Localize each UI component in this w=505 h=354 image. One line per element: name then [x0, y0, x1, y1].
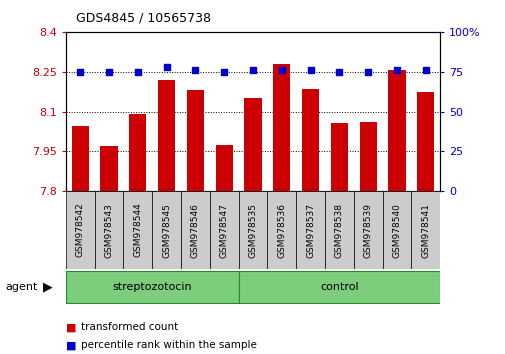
Point [105, 69, 113, 75]
Bar [66, 191, 94, 269]
Point [220, 69, 228, 75]
Point [421, 67, 429, 73]
Bar [123, 191, 152, 269]
Bar [244, 98, 261, 191]
Text: GSM978538: GSM978538 [334, 202, 343, 258]
Bar [238, 191, 267, 269]
Point [248, 67, 257, 73]
Text: GSM978540: GSM978540 [392, 202, 401, 258]
Bar [273, 64, 290, 191]
Point [162, 64, 170, 70]
Bar [215, 145, 232, 191]
Text: percentile rank within the sample: percentile rank within the sample [81, 340, 257, 350]
Bar [71, 126, 89, 191]
Text: GSM978535: GSM978535 [248, 202, 257, 258]
Text: ■: ■ [66, 340, 76, 350]
Text: GSM978536: GSM978536 [277, 202, 286, 258]
Text: GSM978542: GSM978542 [76, 203, 84, 257]
Bar [359, 122, 376, 191]
Text: ■: ■ [66, 322, 76, 332]
Bar [181, 191, 210, 269]
Point [277, 67, 285, 73]
Bar [267, 191, 295, 269]
Text: GSM978537: GSM978537 [306, 202, 315, 258]
Point [392, 67, 400, 73]
Bar [129, 114, 146, 191]
Bar [353, 191, 382, 269]
Bar [411, 191, 439, 269]
Text: transformed count: transformed count [81, 322, 178, 332]
Text: GSM978541: GSM978541 [421, 202, 429, 258]
Bar [382, 191, 411, 269]
Bar [416, 92, 434, 191]
Bar [186, 90, 204, 191]
Text: agent: agent [5, 282, 37, 292]
Point [76, 69, 84, 75]
Text: GSM978545: GSM978545 [162, 202, 171, 258]
Bar [210, 191, 238, 269]
Bar [158, 80, 175, 191]
Point [306, 67, 314, 73]
Bar [100, 146, 117, 191]
Text: GSM978543: GSM978543 [104, 202, 113, 258]
Bar [295, 191, 324, 269]
Bar [388, 70, 405, 191]
Point [191, 67, 199, 73]
Bar [94, 191, 123, 269]
Text: control: control [320, 282, 358, 292]
Bar [238, 271, 439, 303]
Bar [330, 124, 347, 191]
Text: ▶: ▶ [43, 280, 53, 293]
Text: GSM978546: GSM978546 [190, 202, 199, 258]
Text: GDS4845 / 10565738: GDS4845 / 10565738 [76, 12, 211, 25]
Bar [66, 271, 238, 303]
Text: GSM978539: GSM978539 [363, 202, 372, 258]
Bar [301, 89, 319, 191]
Point [133, 69, 141, 75]
Text: GSM978544: GSM978544 [133, 203, 142, 257]
Text: streptozotocin: streptozotocin [112, 282, 191, 292]
Text: GSM978547: GSM978547 [219, 202, 228, 258]
Point [335, 69, 343, 75]
Bar [152, 191, 181, 269]
Point [364, 69, 372, 75]
Bar [324, 191, 353, 269]
